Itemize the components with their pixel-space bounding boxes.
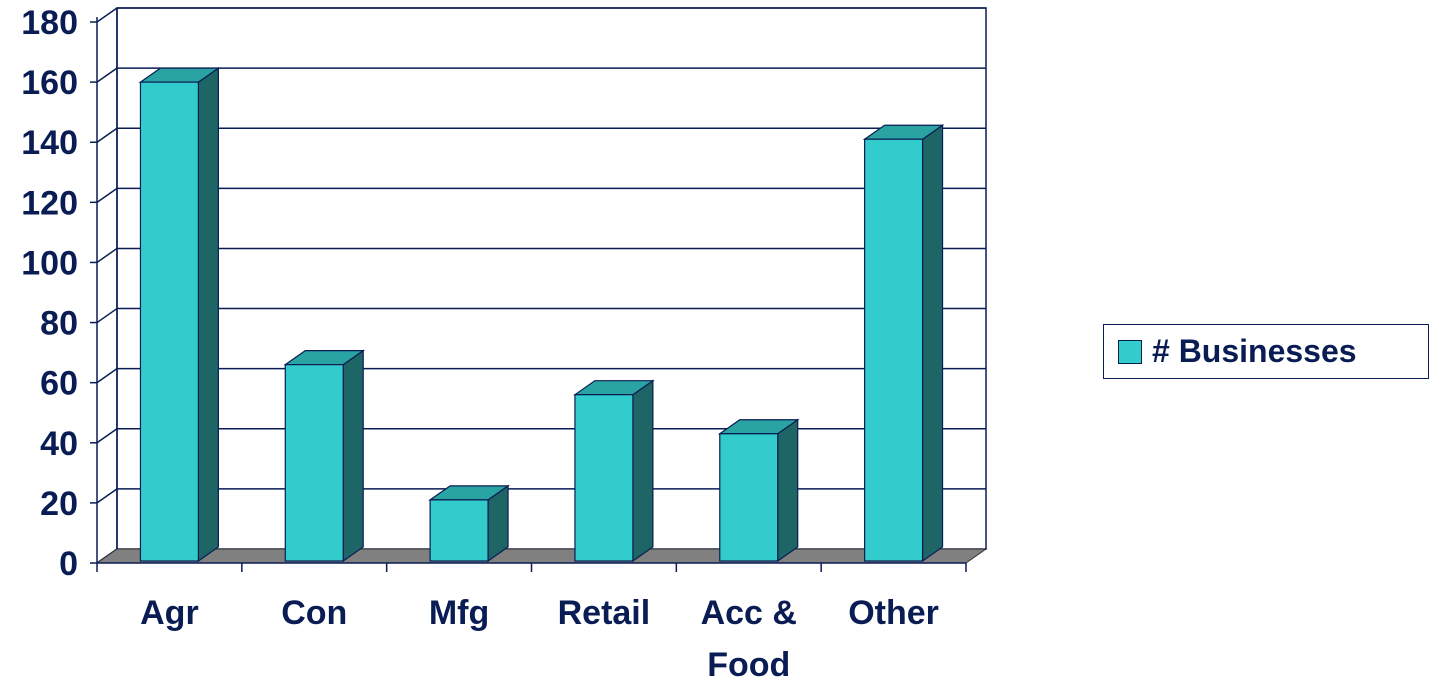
y-tick-label: 0 [59, 545, 78, 583]
x-tick-label: Con [281, 594, 347, 632]
gridline-depth [96, 67, 118, 83]
y-tick-label: 40 [40, 425, 78, 463]
bar-front [139, 81, 199, 562]
bar [862, 124, 945, 563]
bar-side [777, 418, 799, 563]
x-tick-label: Mfg [429, 594, 489, 632]
gridlines [96, 7, 987, 564]
bar [717, 418, 800, 563]
y-tick-labels: 0 20 40 60 80 100 120 140 160 180 [21, 4, 78, 583]
gridline-depth [96, 307, 118, 324]
bar-side [197, 66, 219, 563]
gridline-depth [96, 7, 118, 23]
bar-front [429, 499, 489, 562]
bar [573, 379, 655, 563]
gridline-depth [96, 488, 118, 504]
y-tick-label: 180 [21, 4, 78, 42]
x-tick-labels: Agr Con Mfg Retail Acc & Food Other [140, 594, 939, 684]
x-tick-label: Agr [140, 594, 199, 632]
back-wall [116, 7, 987, 550]
y-tick-label: 100 [21, 244, 78, 282]
x-tick-label: Retail [558, 594, 651, 632]
y-tick-label: 140 [21, 124, 78, 162]
axes [90, 8, 967, 572]
gridline-depth [96, 247, 118, 264]
bar [138, 66, 221, 563]
chart-floor [95, 548, 988, 564]
bar-front [284, 364, 344, 562]
bar-side [632, 379, 654, 563]
x-tick-label: Acc & Food [701, 594, 797, 684]
legend-label: # Businesses [1152, 333, 1357, 369]
gridline-depth [96, 368, 118, 384]
bar-front [719, 433, 779, 562]
bar-front [864, 138, 924, 562]
x-tick-label: Other [848, 594, 939, 632]
bar [283, 349, 366, 563]
y-tick-label: 120 [21, 184, 78, 222]
gridline-depth [96, 127, 118, 143]
floor-plane [95, 548, 988, 564]
y-tick-label: 80 [40, 305, 78, 343]
gridline-depth [96, 187, 118, 203]
bar-front [574, 394, 634, 562]
legend-swatch [1118, 339, 1142, 364]
y-tick-label: 60 [40, 365, 78, 403]
bar [428, 484, 510, 563]
y-tick-label: 20 [40, 485, 78, 523]
y-tick-label: 160 [21, 64, 78, 102]
legend: # Businesses [1103, 324, 1429, 379]
bar-side [342, 349, 364, 563]
bar-side [921, 124, 944, 563]
gridline-depth [96, 428, 118, 444]
bars [138, 66, 945, 563]
